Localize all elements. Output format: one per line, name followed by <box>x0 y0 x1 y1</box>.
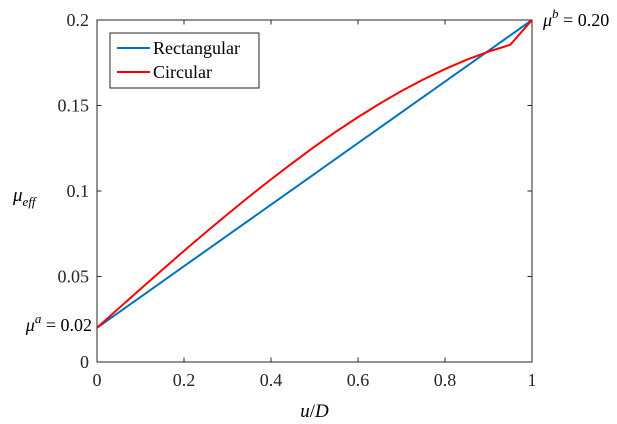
y-tick-label: 0.1 <box>67 181 90 201</box>
y-tick-label: 0 <box>80 352 89 372</box>
x-tick-label: 0.8 <box>434 370 457 390</box>
x-tick-label: 0.6 <box>347 370 370 390</box>
legend-box <box>109 32 260 89</box>
legend: Rectangular Circular <box>109 32 260 89</box>
tick-labels: 0 0.2 0.4 0.6 0.8 1 0 0.05 0.1 0.15 0.2 <box>58 10 537 390</box>
y-tick-label: 0.2 <box>67 10 90 30</box>
series-line-rectangular <box>96 19 533 329</box>
annotation-mu-b: μb = 0.20 <box>542 6 609 30</box>
y-axis-label: μeff <box>12 185 38 209</box>
axis-labels: u/D μeff <box>12 185 329 422</box>
x-tick-label: 1 <box>528 370 537 390</box>
x-tick-label: 0.4 <box>260 370 283 390</box>
y-tick-label: 0.15 <box>58 96 90 116</box>
y-tick-label: 0.05 <box>58 267 90 287</box>
x-axis-label: u/D <box>300 401 329 422</box>
annotation-mu-a: μa = 0.02 <box>25 311 92 335</box>
annotations: μa = 0.02 μb = 0.20 <box>25 6 609 335</box>
series-layer <box>96 19 533 329</box>
tick-marks <box>96 19 533 363</box>
legend-label-rectangular: Rectangular <box>153 38 240 58</box>
x-tick-label: 0.2 <box>173 370 196 390</box>
series-line-circular <box>96 19 533 329</box>
x-tick-label: 0 <box>93 370 102 390</box>
legend-label-circular: Circular <box>153 62 212 82</box>
